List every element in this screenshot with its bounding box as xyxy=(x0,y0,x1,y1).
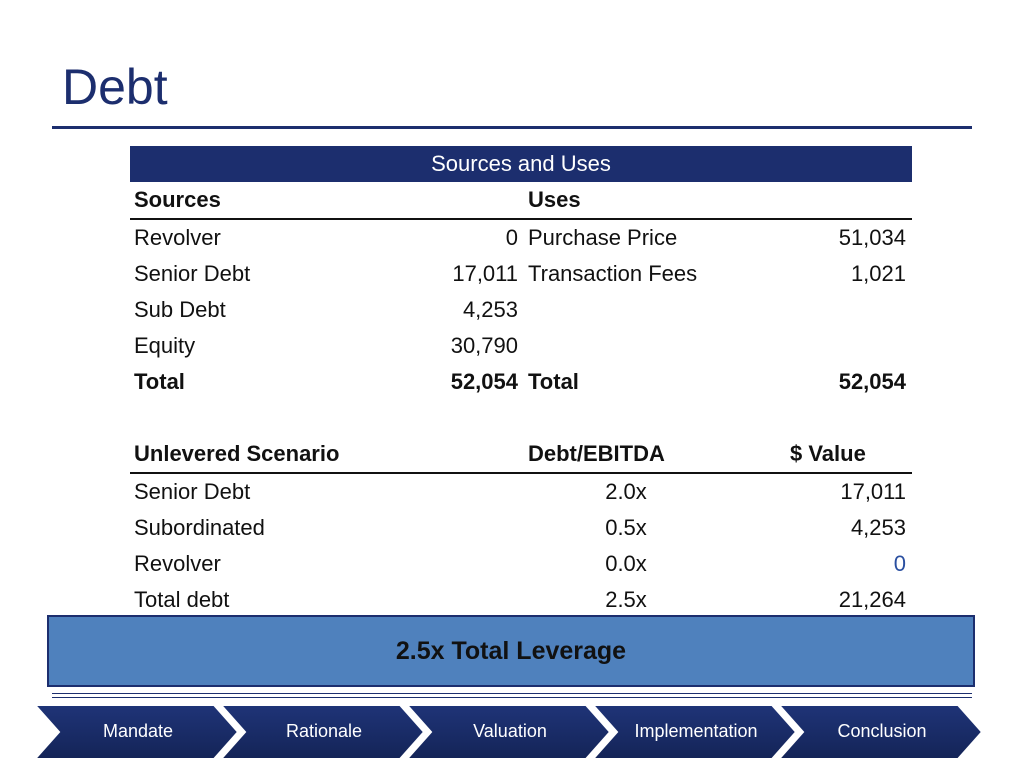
source-name: Senior Debt xyxy=(134,261,251,286)
scenario-header-row: Unlevered Scenario Debt/EBITDA $ Value xyxy=(130,436,912,474)
leverage-callout-text: 2.5x Total Leverage xyxy=(395,637,627,665)
debt-value: 21,264 xyxy=(838,587,906,612)
table-row: Equity 30,790 xyxy=(130,328,912,364)
nav-item-valuation[interactable]: Valuation xyxy=(473,721,547,741)
multiple-label: Debt/EBITDA xyxy=(528,441,665,466)
debt-multiple: 2.0x xyxy=(605,479,647,504)
use-value: 1,021 xyxy=(850,261,906,286)
debt-multiple: 2.5x xyxy=(605,587,647,612)
source-name: Sub Debt xyxy=(134,297,226,322)
section-nav: Mandate Rationale Valuation Implementati… xyxy=(0,703,1024,761)
table-column-header-row: Sources Uses xyxy=(130,182,912,220)
source-value: 4,253 xyxy=(462,297,518,322)
nav-item-mandate[interactable]: Mandate xyxy=(102,721,174,741)
total-row: Total 52,054 Total 52,054 xyxy=(130,364,912,400)
debt-multiple: 0.0x xyxy=(605,551,647,576)
nav-item-implementation[interactable]: Implementation xyxy=(634,721,758,741)
footer-divider xyxy=(52,697,972,698)
source-name: Revolver xyxy=(134,225,221,250)
debt-value: 0 xyxy=(893,551,906,576)
nav-chevron-conclusion[interactable] xyxy=(776,704,984,760)
use-name: Transaction Fees xyxy=(528,261,698,286)
table-header-banner: Sources and Uses xyxy=(130,146,912,182)
scenario-row: Subordinated 0.5x 4,253 xyxy=(130,510,912,546)
debt-name: Revolver xyxy=(134,551,221,576)
debt-value: 4,253 xyxy=(850,515,906,540)
page-title: Debt xyxy=(62,59,168,115)
spacer xyxy=(130,400,912,436)
debt-multiple: 0.5x xyxy=(605,515,647,540)
scenario-total-row: Total debt 2.5x 21,264 xyxy=(130,582,912,618)
value-label: $ Value xyxy=(790,441,866,466)
debt-name: Senior Debt xyxy=(134,479,251,504)
table-row: Sub Debt 4,253 xyxy=(130,292,912,328)
uses-total-value: 52,054 xyxy=(838,369,906,394)
sources-label: Sources xyxy=(134,187,221,212)
source-value: 17,011 xyxy=(452,261,518,286)
uses-label: Uses xyxy=(528,187,581,212)
footer-divider xyxy=(52,693,972,694)
source-value: 30,790 xyxy=(450,333,518,358)
source-value: 0 xyxy=(505,225,518,250)
table-row: Revolver 0 Purchase Price 51,034 xyxy=(130,220,912,256)
sources-total-value: 52,054 xyxy=(450,369,518,394)
scenario-label: Unlevered Scenario xyxy=(134,441,340,466)
nav-chevrons xyxy=(32,704,984,760)
nav-chevron-mandate[interactable] xyxy=(32,704,240,760)
sources-uses-table: Sources and Uses Sources Uses Revolver 0… xyxy=(130,146,912,618)
nav-chevron-valuation[interactable] xyxy=(404,704,612,760)
sources-total-label: Total xyxy=(134,369,185,394)
scenario-row: Revolver 0.0x 0 xyxy=(130,546,912,582)
debt-name: Total debt xyxy=(134,587,230,612)
nav-chevron-implementation[interactable] xyxy=(590,704,798,760)
title-divider xyxy=(52,126,972,129)
source-name: Equity xyxy=(134,333,196,358)
nav-item-conclusion[interactable]: Conclusion xyxy=(837,721,927,741)
table-row: Senior Debt 17,011 Transaction Fees 1,02… xyxy=(130,256,912,292)
leverage-callout: 2.5x Total Leverage xyxy=(47,615,975,687)
nav-chevron-rationale[interactable] xyxy=(218,704,426,760)
nav-item-rationale[interactable]: Rationale xyxy=(285,721,363,741)
use-name: Purchase Price xyxy=(528,225,678,250)
debt-value: 17,011 xyxy=(840,479,906,504)
scenario-row: Senior Debt 2.0x 17,011 xyxy=(130,474,912,510)
use-value: 51,034 xyxy=(838,225,906,250)
debt-name: Subordinated xyxy=(134,515,265,540)
uses-total-label: Total xyxy=(528,369,579,394)
